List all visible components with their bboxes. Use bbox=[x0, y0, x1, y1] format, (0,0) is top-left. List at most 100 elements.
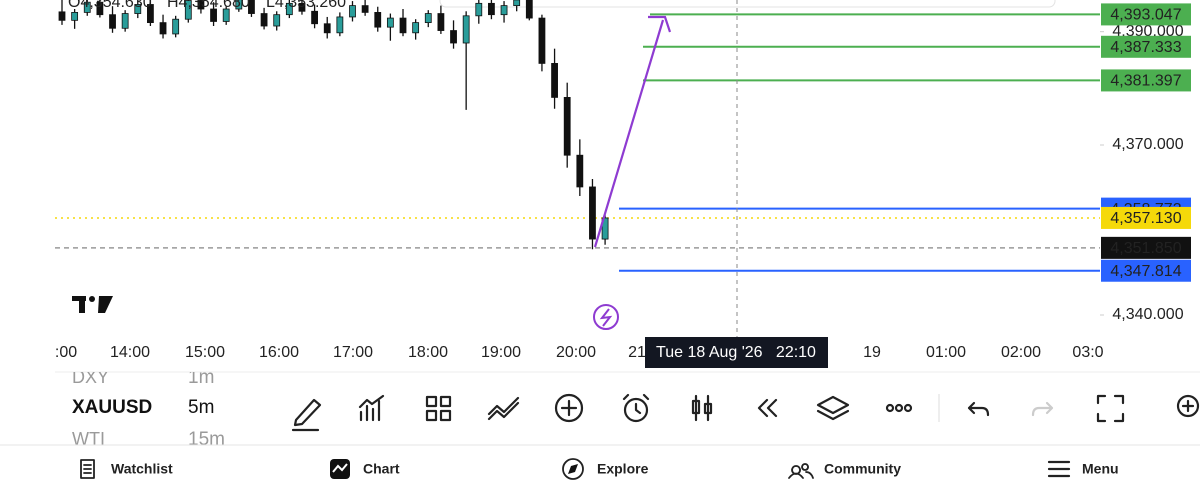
candle-body bbox=[437, 13, 445, 31]
icon[interactable] bbox=[903, 403, 913, 413]
nav-item[interactable]: Chart bbox=[363, 461, 400, 477]
chart-icon-line[interactable] bbox=[332, 463, 348, 473]
compare[interactable] bbox=[487, 396, 520, 421]
candle-body bbox=[273, 14, 281, 27]
x-tick-label: 17:00 bbox=[333, 344, 373, 361]
add[interactable] bbox=[554, 393, 584, 423]
icon[interactable] bbox=[358, 394, 385, 422]
plot bbox=[55, 0, 1100, 272]
interval[interactable]: 5m bbox=[188, 397, 214, 418]
price-label-box bbox=[1101, 206, 1191, 229]
candle-body bbox=[172, 18, 180, 35]
icon[interactable] bbox=[967, 401, 990, 417]
price-label-box bbox=[1101, 3, 1191, 26]
price-label-box bbox=[1101, 69, 1191, 92]
candle-body bbox=[121, 13, 129, 29]
replay[interactable] bbox=[757, 398, 778, 418]
menu-icon[interactable] bbox=[1047, 460, 1071, 478]
bar-style[interactable] bbox=[691, 394, 713, 422]
icon[interactable] bbox=[425, 395, 452, 422]
icon[interactable] bbox=[554, 393, 584, 423]
candle-body bbox=[576, 154, 584, 188]
icon[interactable] bbox=[622, 393, 650, 415]
candle-body bbox=[349, 5, 356, 18]
icon[interactable] bbox=[291, 398, 322, 432]
candle-body bbox=[222, 8, 230, 22]
candle-body bbox=[298, 2, 306, 12]
lightning-icon[interactable] bbox=[599, 308, 613, 327]
candle-body bbox=[361, 5, 369, 13]
bottom-nav bbox=[0, 445, 1200, 494]
icon[interactable] bbox=[757, 398, 778, 418]
community-icon[interactable] bbox=[788, 463, 814, 479]
price-label-box bbox=[1101, 236, 1191, 259]
draw-tool[interactable] bbox=[291, 398, 322, 432]
candle-body bbox=[71, 12, 79, 21]
more[interactable] bbox=[885, 403, 913, 413]
nav-icons bbox=[80, 458, 1071, 480]
candle-body bbox=[589, 186, 596, 240]
explore-icon[interactable] bbox=[562, 458, 584, 480]
icon[interactable] bbox=[816, 395, 850, 421]
x-tick-label: 02:00 bbox=[1001, 344, 1041, 361]
x-tick-label: 19:00 bbox=[481, 344, 521, 361]
indicators[interactable] bbox=[358, 394, 385, 422]
tv-logo bbox=[72, 296, 113, 313]
nav-item[interactable]: Explore bbox=[597, 461, 649, 477]
candle-body bbox=[285, 2, 293, 16]
candle-body bbox=[601, 217, 609, 240]
logo-part bbox=[98, 296, 113, 313]
price-label: 4,381.397 bbox=[1110, 73, 1181, 90]
x-tick-label: 16:00 bbox=[259, 344, 299, 361]
templates[interactable] bbox=[425, 395, 452, 422]
icon[interactable] bbox=[1176, 394, 1200, 418]
explore-needle[interactable] bbox=[568, 464, 578, 474]
logo-part bbox=[89, 296, 95, 302]
nav-item[interactable]: Menu bbox=[1082, 461, 1119, 477]
ohlc-value: L4,353.260 bbox=[266, 0, 346, 11]
x-tick-label: :00 bbox=[55, 344, 77, 361]
symbol[interactable]: DXY bbox=[72, 367, 109, 387]
icon[interactable] bbox=[1096, 394, 1125, 423]
icon[interactable] bbox=[623, 397, 649, 423]
symbol[interactable]: XAUUSD bbox=[72, 397, 152, 418]
ohlc-value: O4,354.630 bbox=[68, 0, 152, 11]
fullscreen[interactable] bbox=[1096, 394, 1125, 423]
undo[interactable] bbox=[967, 401, 990, 417]
symbol-list[interactable]: DXY 1m XAUUSD 5m WTI 15m bbox=[72, 367, 225, 450]
redo[interactable] bbox=[1031, 401, 1054, 417]
candle-body bbox=[538, 17, 546, 64]
ohlc-value: H4,354.680 bbox=[167, 0, 250, 11]
toolbar bbox=[0, 372, 1200, 445]
icon[interactable] bbox=[894, 403, 904, 413]
toolbar-icons bbox=[291, 393, 1200, 432]
x-tick-label: 18:00 bbox=[408, 344, 448, 361]
interval[interactable]: 1m bbox=[188, 367, 214, 388]
nav-item[interactable]: Watchlist bbox=[111, 461, 173, 477]
x-tick-label: 14:00 bbox=[110, 344, 150, 361]
icon[interactable] bbox=[885, 403, 895, 413]
icon[interactable] bbox=[560, 399, 578, 417]
zoom[interactable] bbox=[1176, 394, 1200, 418]
icon[interactable] bbox=[1181, 399, 1195, 413]
icon[interactable] bbox=[487, 396, 520, 421]
candle-body bbox=[374, 12, 382, 28]
icon[interactable] bbox=[1031, 401, 1054, 417]
price-label-box bbox=[1101, 35, 1191, 58]
x-tick-label: 20:00 bbox=[556, 344, 596, 361]
icon[interactable] bbox=[691, 394, 713, 422]
candle-body bbox=[197, 0, 205, 10]
x-tick-label: 15:00 bbox=[185, 344, 225, 361]
lightning-button[interactable] bbox=[593, 304, 619, 330]
price-label: 4,393.047 bbox=[1110, 7, 1181, 24]
alert[interactable] bbox=[622, 393, 650, 423]
symbol[interactable]: WTI bbox=[72, 429, 105, 449]
nav-item[interactable]: Community bbox=[824, 461, 901, 477]
layers[interactable] bbox=[816, 395, 850, 421]
candle-body bbox=[551, 63, 558, 98]
watchlist-icon[interactable] bbox=[80, 459, 95, 479]
candle-body bbox=[475, 2, 483, 17]
candle-body bbox=[83, 1, 91, 13]
interval[interactable]: 15m bbox=[188, 429, 225, 450]
